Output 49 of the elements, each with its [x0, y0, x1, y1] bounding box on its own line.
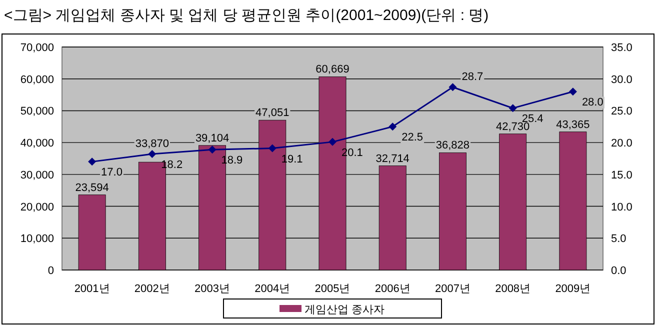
y2-tick-label: 0.0 — [611, 265, 626, 277]
data-label: 47,051 — [256, 107, 290, 120]
y2-tick-label: 35.0 — [611, 42, 632, 54]
chart-title: <그림> 게임업체 종사자 및 업체 당 평균인원 추이(2001~2009)(단위 : 명) — [4, 7, 489, 24]
legend-label: 게임산업 종사자 — [304, 304, 385, 316]
y2-tick-label: 25.0 — [611, 106, 632, 118]
x-tick-label: 2009년 — [555, 283, 591, 295]
y-tick-label: 20,000 — [20, 201, 54, 214]
x-tick-label: 2005년 — [314, 283, 350, 295]
y-tick-label: 50,000 — [20, 106, 54, 118]
point — [208, 146, 216, 154]
data-label: 32,714 — [376, 152, 410, 165]
x-tick-label: 2007년 — [434, 283, 470, 295]
data-label: 23,594 — [75, 182, 109, 194]
data-label: 39,104 — [195, 132, 230, 144]
data-label: 28.0 — [582, 96, 604, 109]
y-tick-label: 60,000 — [20, 74, 54, 86]
data-label: 28.7 — [462, 71, 484, 84]
x-tick-label: 2006년 — [374, 283, 410, 295]
point — [88, 158, 96, 166]
x-tick-label: 2003년 — [194, 283, 230, 295]
data-label: 22.5 — [402, 132, 424, 144]
y-tick-label: 70,000 — [20, 42, 54, 54]
point — [508, 104, 517, 112]
legend: 게임산업 종사자 — [223, 298, 442, 318]
x-tick-label: 2008년 — [495, 283, 531, 295]
y2-tick-label: 10.0 — [611, 201, 632, 214]
data-label: 17.0 — [101, 166, 122, 179]
y-tick-label: 0 — [48, 265, 54, 277]
data-label: 43,365 — [556, 118, 590, 131]
x-tick-label: 2002년 — [134, 283, 170, 295]
point — [568, 88, 577, 96]
point — [328, 138, 336, 146]
y2-tick-label: 20.0 — [611, 138, 632, 150]
y2-tick-label: 5.0 — [611, 233, 626, 246]
y2-tick-label: 30.0 — [611, 74, 632, 86]
point — [448, 83, 457, 92]
y-tick-label: 30,000 — [20, 169, 54, 182]
point — [388, 122, 397, 131]
point — [148, 150, 156, 158]
y-tick-label: 40,000 — [20, 138, 54, 150]
data-label: 36,828 — [436, 140, 470, 152]
point — [268, 144, 276, 152]
x-tick-label: 2001년 — [74, 283, 110, 295]
data-label: 33,870 — [135, 138, 169, 150]
data-label: 60,669 — [316, 64, 350, 76]
y2-tick-label: 15.0 — [611, 169, 632, 182]
y-tick-label: 10,000 — [20, 233, 54, 246]
x-tick-label: 2004년 — [254, 283, 290, 295]
